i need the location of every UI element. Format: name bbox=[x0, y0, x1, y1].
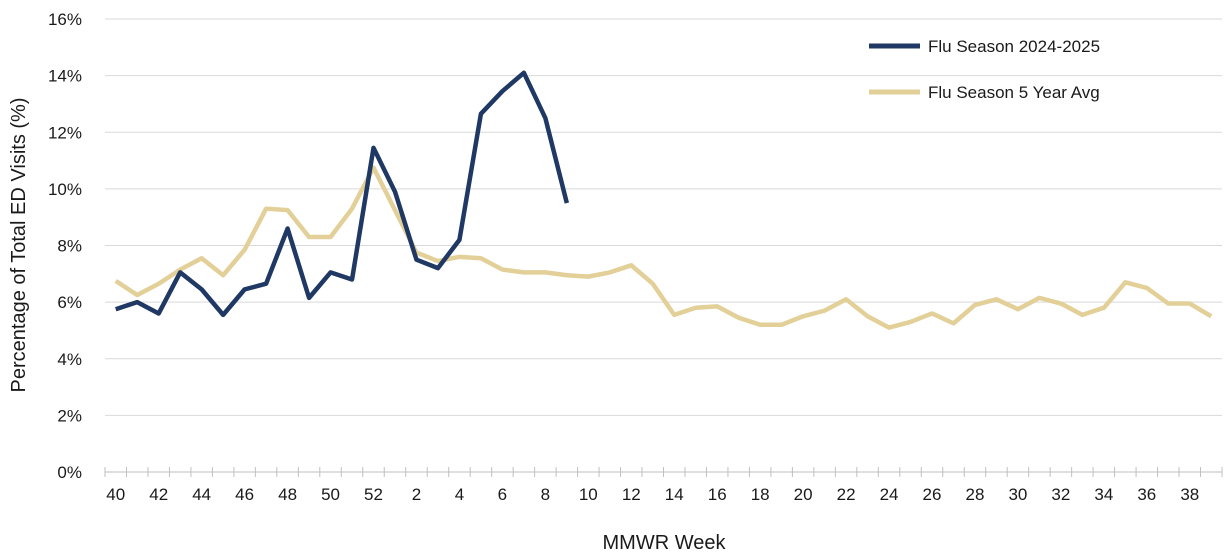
series-line-five-year-avg bbox=[114, 165, 1213, 330]
x-tick-label: 26 bbox=[923, 485, 942, 504]
x-tick-label: 24 bbox=[880, 485, 899, 504]
x-tick-label: 40 bbox=[106, 485, 125, 504]
gridlines bbox=[105, 18, 1222, 416]
x-tick-label: 42 bbox=[149, 485, 168, 504]
x-tick-label: 32 bbox=[1051, 485, 1070, 504]
x-tick-label: 38 bbox=[1180, 485, 1199, 504]
y-axis-title: Percentage of Total ED Visits (%) bbox=[8, 98, 30, 393]
x-axis-tick-labels: 40 42 44 46 48 50 52 2 4 6 8 10 12 14 16 18 20 22 24 26 28 30… bbox=[106, 485, 1199, 504]
y-tick-label: 8% bbox=[57, 237, 82, 256]
x-axis bbox=[104, 467, 1223, 477]
x-tick-label: 2 bbox=[412, 485, 421, 504]
y-axis-tick-labels: 0% 2% 4% 6% 8% 10% 12% 14% 16% bbox=[48, 10, 82, 482]
x-tick-label: 50 bbox=[321, 485, 340, 504]
y-tick-label: 2% bbox=[57, 406, 82, 425]
x-tick-label: 16 bbox=[708, 485, 727, 504]
legend-label: Flu Season 2024-2025 bbox=[928, 37, 1100, 56]
x-tick-label: 18 bbox=[751, 485, 770, 504]
x-tick-label: 30 bbox=[1008, 485, 1027, 504]
x-tick-label: 46 bbox=[235, 485, 254, 504]
x-tick-label: 10 bbox=[579, 485, 598, 504]
series-line-current-season bbox=[115, 70, 570, 318]
legend: Flu Season 2024-2025 Flu Season 5 Year Av… bbox=[869, 37, 1100, 102]
x-tick-label: 36 bbox=[1137, 485, 1156, 504]
x-tick-label: 12 bbox=[622, 485, 641, 504]
x-tick-label: 6 bbox=[498, 485, 507, 504]
y-tick-label: 4% bbox=[57, 350, 82, 369]
x-tick-label: 28 bbox=[966, 485, 985, 504]
y-tick-label: 6% bbox=[57, 293, 82, 312]
x-tick-label: 4 bbox=[455, 485, 464, 504]
x-tick-label: 48 bbox=[278, 485, 297, 504]
y-tick-label: 14% bbox=[48, 67, 82, 86]
y-tick-label: 10% bbox=[48, 180, 82, 199]
x-tick-label: 22 bbox=[837, 485, 856, 504]
y-tick-label: 16% bbox=[48, 10, 82, 29]
legend-label: Flu Season 5 Year Avg bbox=[928, 83, 1100, 102]
y-tick-label: 0% bbox=[57, 463, 82, 482]
x-tick-label: 52 bbox=[364, 485, 383, 504]
series-lines bbox=[114, 70, 1213, 330]
x-tick-label: 14 bbox=[665, 485, 684, 504]
x-tick-label: 44 bbox=[192, 485, 211, 504]
x-tick-label: 8 bbox=[541, 485, 550, 504]
x-tick-label: 34 bbox=[1094, 485, 1113, 504]
x-tick-label: 20 bbox=[794, 485, 813, 504]
x-axis-title: MMWR Week bbox=[603, 532, 727, 554]
y-tick-label: 12% bbox=[48, 123, 82, 142]
